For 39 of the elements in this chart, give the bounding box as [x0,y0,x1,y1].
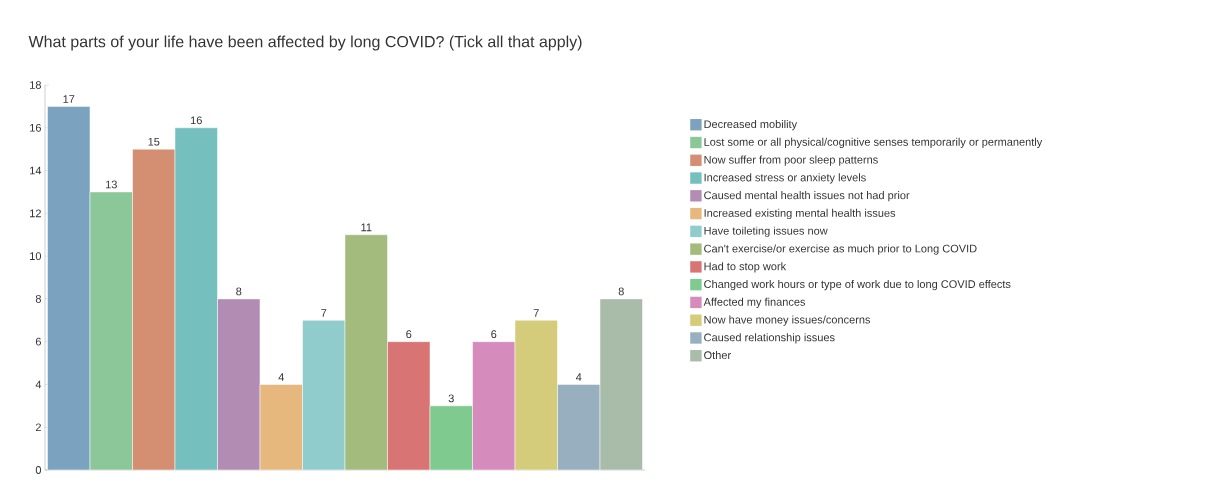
y-tick-label: 2 [35,423,41,432]
y-tick-label: 16 [30,123,41,132]
data-label: 6 [491,330,497,339]
data-label: 4 [278,373,284,381]
legend-label: Caused mental health issues not had prior [704,191,910,202]
data-label: 3 [448,394,454,403]
legend-label: Now have money issues/concerns [704,315,871,326]
data-label: 6 [406,330,412,339]
legend-label: Now suffer from poor sleep patterns [704,155,878,166]
data-label: 7 [321,309,327,317]
legend-label: Increased existing mental health issues [704,208,896,220]
legend-label: Can't exercise/or exercise as much prior to Long COVID [704,244,977,255]
data-label: 8 [236,287,242,296]
data-label: 13 [105,180,117,189]
data-label: 11 [361,223,372,232]
legend-label: Changed work hours or type of work due to long COVID effects [704,279,1011,291]
y-tick-label: 14 [30,166,42,175]
legend-label: Have toileting issues now [704,226,828,237]
y-tick-label: 8 [35,295,41,303]
data-label: 4 [575,373,582,381]
y-tick-label: 18 [30,81,41,89]
legend-label: Caused relationship issues [704,333,835,344]
chart-title: What parts of your life have been affected by long COVID? (Tick all that apply) [28,35,582,51]
y-tick-label: 0 [35,466,42,474]
y-tick-label: 6 [35,337,41,346]
legend-label: Increased stress or anxiety levels [704,173,866,184]
data-label: 8 [618,287,624,296]
legend-label: Decreased mobility [704,120,798,131]
legend-label: Had to stop work [704,262,787,273]
legend-label: Other [704,351,731,360]
y-tick-label: 10 [30,252,42,261]
legend-label: Lost some or all physical/cognitive senses temporarily or permanently [704,137,1043,149]
data-label: 7 [533,309,539,317]
data-label: 17 [63,95,75,103]
y-tick-label: 4 [35,380,42,389]
data-label: 15 [148,137,160,146]
legend-label: Affected my finances [703,297,806,308]
data-label: 16 [190,116,202,125]
y-tick-label: 12 [30,209,41,218]
